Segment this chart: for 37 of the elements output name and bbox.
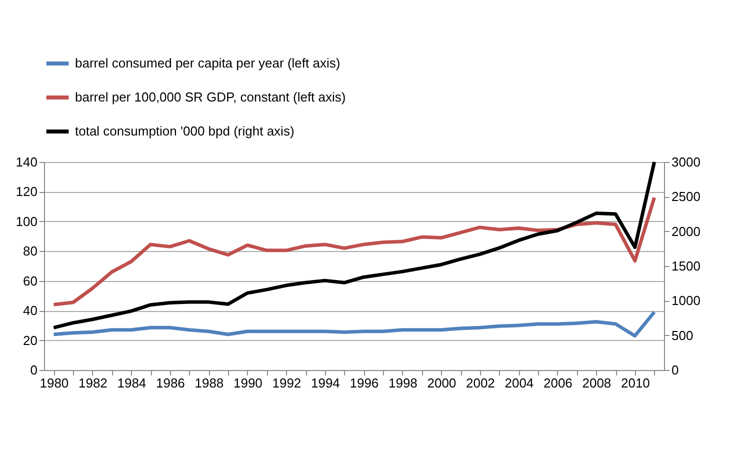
y2-tick-label: 1500 bbox=[672, 258, 700, 274]
x-tick-label: 2008 bbox=[582, 376, 612, 390]
y-tick-label: 20 bbox=[23, 332, 38, 348]
line-series bbox=[52, 196, 656, 306]
x-tick-label: 2004 bbox=[504, 376, 534, 390]
legend-label: barrel per 100,000 SR GDP, constant (left axis) bbox=[75, 90, 346, 104]
y-tick-label: 140 bbox=[16, 154, 38, 170]
y2-tick-label: 2500 bbox=[672, 189, 700, 204]
x-tick-label: 1990 bbox=[233, 376, 262, 390]
x-tick-label: 1988 bbox=[194, 376, 224, 390]
y2-tick-label: 500 bbox=[672, 328, 694, 343]
legend-label: barrel consumed per capita per year (left axis) bbox=[75, 56, 340, 70]
y-tick-label: 120 bbox=[16, 184, 38, 200]
y-tick-label: 100 bbox=[16, 214, 38, 229]
x-tick-label: 1986 bbox=[156, 376, 185, 390]
line-series bbox=[52, 160, 656, 330]
x-tick-label: 2010 bbox=[620, 376, 650, 390]
y2-tick-label: 1000 bbox=[672, 293, 700, 308]
y-tick-label: 0 bbox=[30, 362, 38, 378]
x-tick-label: 2002 bbox=[466, 376, 495, 390]
x-tick-label: 1992 bbox=[272, 376, 302, 390]
y-tick-label: 80 bbox=[23, 244, 38, 259]
y2-tick-label: 0 bbox=[672, 362, 679, 378]
y-tick-label: 60 bbox=[23, 273, 38, 288]
x-tick-label: 1998 bbox=[388, 376, 418, 390]
x-tick-label: 1994 bbox=[310, 376, 340, 390]
y-tick-label: 40 bbox=[23, 303, 38, 318]
x-tick-label: 1984 bbox=[117, 376, 146, 390]
line-series bbox=[52, 310, 656, 338]
y2-tick-label: 2000 bbox=[672, 224, 700, 239]
x-tick-label: 1980 bbox=[40, 376, 69, 390]
x-tick-label: 1982 bbox=[78, 376, 108, 390]
legend-label: total consumption '000 bpd (right axis) bbox=[75, 124, 294, 138]
x-tick-label: 1996 bbox=[350, 376, 379, 390]
x-tick-label: 2000 bbox=[427, 376, 456, 390]
x-tick-label: 2006 bbox=[543, 376, 572, 390]
y2-tick-label: 3000 bbox=[672, 154, 700, 170]
